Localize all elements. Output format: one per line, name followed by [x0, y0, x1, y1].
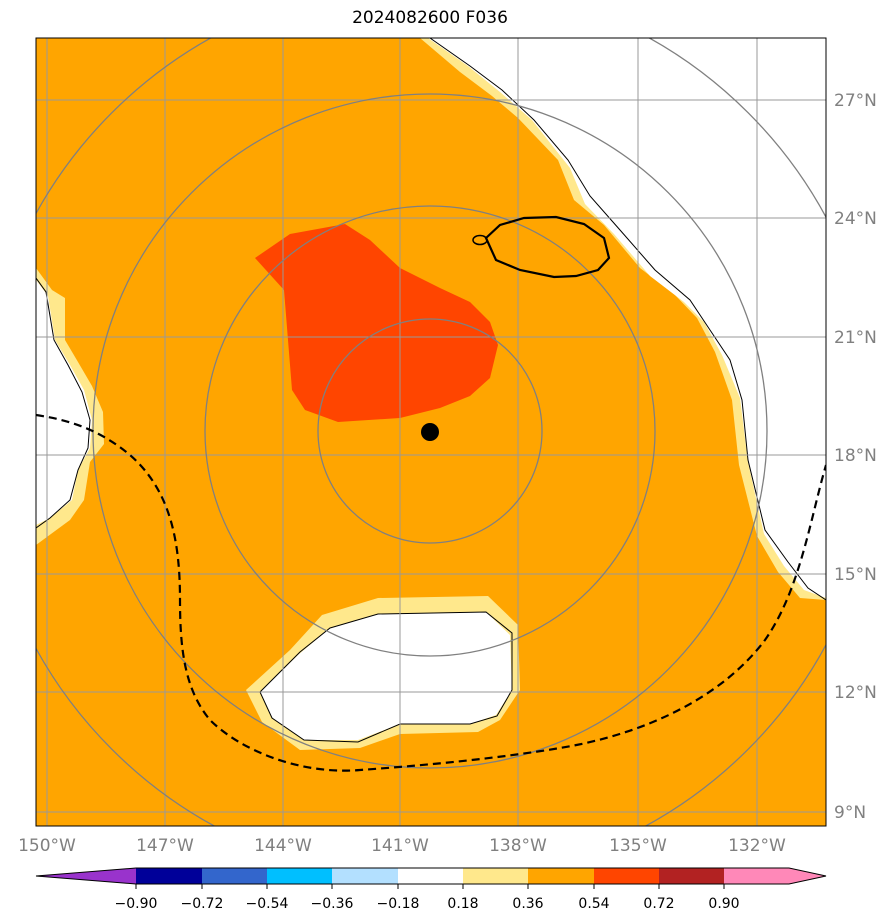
longitude-labels: 150°W 147°W 144°W 141°W 138°W 135°W 132°…: [18, 836, 786, 856]
colorbar-bin: [463, 868, 528, 884]
colorbar-extend-low: [36, 868, 136, 884]
colorbar-tick-label: −0.90: [115, 896, 158, 912]
lat-label: 15°N: [834, 565, 877, 585]
lon-label: 150°W: [18, 836, 76, 856]
colorbar-tick-label: −0.18: [377, 896, 420, 912]
colorbar-bin: [136, 868, 202, 884]
colorbar: −0.90 −0.72 −0.54 −0.36 −0.18 0.18 0.36 …: [36, 868, 826, 912]
lon-label: 147°W: [136, 836, 194, 856]
colorbar-bin: [398, 868, 463, 884]
lat-label: 12°N: [834, 683, 877, 703]
lon-label: 138°W: [489, 836, 547, 856]
colorbar-bin: [528, 868, 594, 884]
colorbar-tick-label: 0.36: [512, 896, 543, 912]
colorbar-bin: [202, 868, 267, 884]
colorbar-bin: [659, 868, 724, 884]
map-area: [0, 0, 880, 881]
storm-center-marker: [421, 423, 439, 441]
colorbar-tick-label: 0.18: [447, 896, 478, 912]
lat-label: 21°N: [834, 328, 877, 348]
lon-label: 132°W: [728, 836, 786, 856]
colorbar-tick-label: 0.72: [643, 896, 674, 912]
lat-label: 24°N: [834, 209, 877, 229]
colorbar-tick-label: 0.90: [708, 896, 739, 912]
lat-label: 27°N: [834, 91, 877, 111]
lon-label: 144°W: [254, 836, 312, 856]
colorbar-bin: [332, 868, 398, 884]
colorbar-tick-label: −0.72: [181, 896, 224, 912]
colorbar-bin: [267, 868, 332, 884]
colorbar-bin: [594, 868, 659, 884]
colorbar-extend-high: [789, 868, 826, 884]
lat-label: 9°N: [834, 803, 866, 823]
latitude-labels: 27°N 24°N 21°N 18°N 15°N 12°N 9°N: [834, 91, 877, 823]
colorbar-tick-label: −0.36: [311, 896, 354, 912]
lon-label: 141°W: [371, 836, 429, 856]
colorbar-bin: [724, 868, 789, 884]
colorbar-tick-label: −0.54: [246, 896, 289, 912]
colorbar-tick-label: 0.54: [578, 896, 609, 912]
lat-label: 18°N: [834, 446, 877, 466]
lon-label: 135°W: [609, 836, 667, 856]
